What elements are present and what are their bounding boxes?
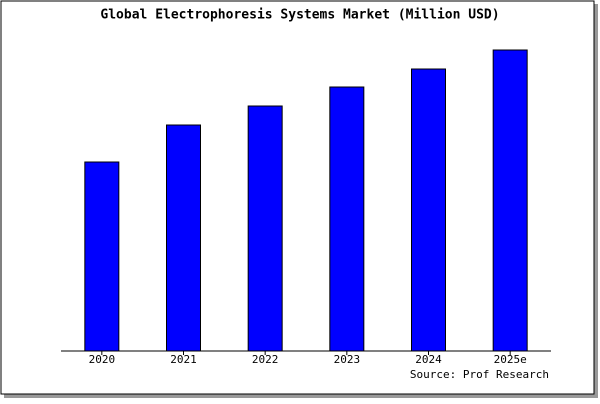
bar <box>166 124 201 352</box>
bar <box>247 105 283 352</box>
source-note: Source: Prof Research <box>410 368 549 381</box>
bar <box>329 86 365 352</box>
x-tick-label: 2023 <box>334 353 361 366</box>
x-tick-label: 2022 <box>252 353 279 366</box>
x-tick-label: 2021 <box>170 353 197 366</box>
bar <box>492 49 528 352</box>
x-tick-label: 2020 <box>89 353 116 366</box>
bar <box>84 161 120 352</box>
bar <box>411 68 446 352</box>
chart-title: Global Electrophoresis Systems Market (M… <box>100 8 499 23</box>
x-tick-label: 2025e <box>494 353 527 366</box>
x-tick-label: 2024 <box>415 353 442 366</box>
